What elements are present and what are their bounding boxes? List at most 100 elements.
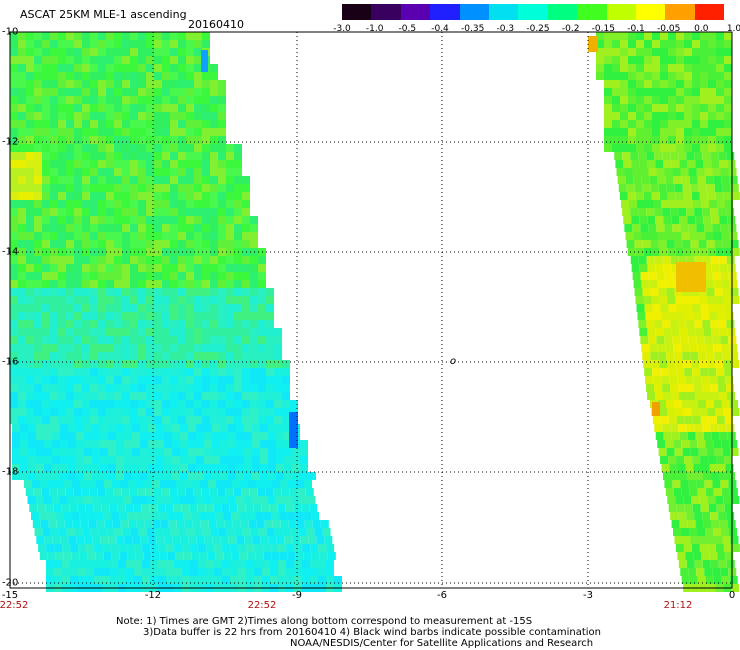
swath-cell (210, 280, 218, 288)
swath-cell (114, 376, 122, 384)
colorbar-labels: -3.0 -1.0 -0.5 -0.4 -0.35 -0.3 -0.25 -0.2 -0.15-… (330, 24, 740, 38)
swath-cell (265, 488, 274, 496)
swath-cell (82, 312, 90, 320)
swath-cell (34, 96, 42, 104)
swath-cell (206, 576, 214, 584)
swath-cell (82, 216, 90, 224)
swath-cell (106, 64, 114, 72)
swath-cell (186, 80, 194, 88)
swath-cell (656, 272, 665, 280)
swath-cell (122, 288, 130, 296)
swath-cell (90, 240, 98, 248)
swath-cell (128, 480, 136, 488)
swath-cell (32, 520, 41, 528)
swath-cell (92, 424, 100, 432)
swath-cell (187, 496, 196, 504)
swath-cell (604, 96, 612, 104)
swath-cell (689, 344, 698, 352)
swath-cell (74, 96, 82, 104)
swath-cell (194, 336, 202, 344)
swath-cell (114, 136, 122, 144)
swath-cell (186, 200, 194, 208)
swath-cell (212, 424, 220, 432)
swath-cell (50, 56, 58, 64)
swath-cell (699, 296, 708, 304)
swath-cell (210, 336, 218, 344)
colorbar-segment (459, 4, 489, 20)
swath-cell (283, 496, 292, 504)
swath-cell (204, 448, 212, 456)
swath-cell (154, 304, 162, 312)
swath-cell (671, 216, 680, 224)
swath-cell (100, 432, 108, 440)
swath-cell (679, 328, 688, 336)
swath-cell (74, 304, 82, 312)
swath-cell (728, 168, 737, 176)
swath-cell (656, 224, 665, 232)
swath-cell (10, 376, 18, 384)
swath-cell (120, 480, 128, 488)
swath-cell (234, 376, 242, 384)
swath-cell (226, 200, 234, 208)
swath-cell (620, 88, 628, 96)
swath-cell (138, 144, 146, 152)
swath-cell (76, 432, 84, 440)
swath-cell (678, 560, 687, 568)
swath-cell (218, 352, 226, 360)
swath-cell (692, 136, 700, 144)
swath-cell (146, 320, 154, 328)
swath-cell (652, 120, 660, 128)
swath-cell (194, 216, 202, 224)
swath-cell (34, 152, 42, 160)
swath-cell (114, 144, 122, 152)
swath-cell (726, 152, 735, 160)
swath-cell (237, 504, 246, 512)
swath-cell (138, 128, 146, 136)
swath-cell (210, 296, 218, 304)
swath-cell (687, 520, 696, 528)
lon-label: -3 (583, 590, 593, 601)
swath-cell (146, 376, 154, 384)
swath-cell (73, 488, 82, 496)
swath-cell (660, 136, 668, 144)
swath-cell (186, 56, 194, 64)
swath-cell (130, 96, 138, 104)
swath-cell (42, 64, 50, 72)
swath-cell (48, 520, 57, 528)
swath-cell (74, 48, 82, 56)
swath-cell (150, 568, 158, 576)
swath-cell (26, 264, 34, 272)
swath-cell (44, 456, 52, 464)
swath-cell (215, 552, 224, 560)
swath-cell (623, 216, 632, 224)
swath-cell (709, 464, 718, 472)
swath-cell (50, 192, 58, 200)
swath-cell (130, 368, 138, 376)
swath-cell (612, 88, 620, 96)
swath-cell (701, 376, 710, 384)
swath-cell (66, 256, 74, 264)
swath-cell (633, 176, 642, 184)
swath-cell (669, 312, 678, 320)
swath-cell (118, 568, 126, 576)
swath-cell (628, 48, 636, 56)
swath-cell (58, 304, 66, 312)
swath-cell (194, 88, 202, 96)
swath-cell (82, 416, 90, 424)
swath-cell (666, 448, 675, 456)
swath-cell (18, 240, 26, 248)
swath-cell (154, 408, 162, 416)
swath-cell (116, 440, 124, 448)
swath-cell (82, 104, 90, 112)
swath-cell (226, 176, 234, 184)
swath-cell (42, 352, 50, 360)
swath-cell (114, 176, 122, 184)
swath-cell (274, 376, 282, 384)
swath-cell (730, 288, 739, 296)
swath-cell (58, 256, 66, 264)
swath-cell (260, 440, 268, 448)
swath-cell (242, 392, 250, 400)
swath-cell (202, 312, 210, 320)
swath-cell (671, 328, 680, 336)
swath-cell (78, 568, 86, 576)
